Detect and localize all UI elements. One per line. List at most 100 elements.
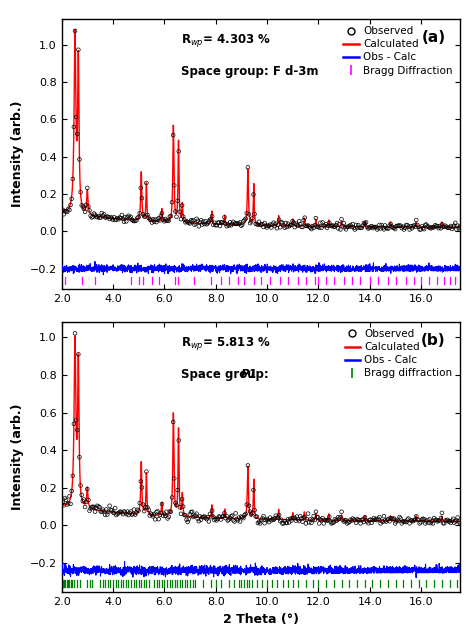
Point: [429, 222, 437, 232]
Point: [101, 212, 109, 222]
Point: [152, 514, 159, 524]
Point: [188, 216, 196, 226]
Point: [356, 222, 363, 232]
Point: [171, 473, 178, 483]
Point: [225, 220, 233, 231]
Point: [270, 515, 277, 525]
Point: [162, 214, 169, 224]
Point: [447, 221, 455, 231]
Point: [248, 508, 256, 518]
Point: [107, 212, 115, 222]
Point: [195, 221, 202, 231]
Point: [439, 222, 447, 232]
Point: [137, 183, 145, 193]
Point: [134, 213, 141, 223]
Point: [212, 513, 219, 524]
Point: [263, 514, 271, 524]
Point: [359, 514, 366, 524]
Point: [197, 215, 205, 226]
Point: [86, 205, 93, 215]
Point: [365, 222, 373, 232]
Point: [437, 223, 445, 233]
Point: [406, 224, 413, 234]
Point: [91, 210, 99, 220]
Point: [101, 510, 109, 520]
Point: [165, 215, 173, 226]
Point: [381, 515, 389, 525]
Point: [297, 511, 304, 521]
Point: [182, 217, 189, 227]
Point: [292, 219, 300, 229]
Point: [358, 223, 365, 233]
Point: [275, 215, 283, 225]
Point: [143, 178, 150, 188]
Point: [139, 209, 147, 219]
Point: [129, 215, 137, 226]
Point: [314, 222, 322, 232]
Point: [222, 513, 229, 523]
Point: [323, 223, 331, 233]
Point: [114, 213, 121, 223]
Point: [74, 349, 82, 359]
Point: [98, 507, 106, 517]
Point: [374, 515, 381, 525]
Point: [272, 511, 280, 521]
Point: [336, 219, 343, 229]
Point: [279, 518, 286, 529]
Point: [412, 511, 420, 521]
Point: [374, 223, 382, 233]
Point: [307, 515, 314, 525]
Point: [245, 501, 253, 511]
Point: [231, 517, 238, 527]
Point: [149, 214, 157, 224]
Point: [168, 493, 176, 503]
Point: [338, 214, 346, 224]
Point: [286, 513, 294, 524]
Point: [342, 515, 350, 525]
Text: (a): (a): [422, 30, 446, 45]
Point: [340, 517, 347, 527]
Point: [433, 515, 440, 525]
Point: [185, 514, 192, 524]
Point: [135, 212, 142, 222]
Point: [64, 207, 71, 217]
Point: [131, 216, 139, 226]
Point: [427, 518, 435, 528]
Point: [392, 517, 400, 527]
Point: [259, 219, 266, 229]
Point: [440, 518, 448, 529]
Point: [427, 223, 435, 233]
Point: [137, 476, 145, 486]
Point: [244, 461, 252, 471]
Point: [210, 218, 218, 228]
Point: [309, 515, 316, 525]
Text: (b): (b): [421, 333, 446, 348]
Point: [177, 214, 185, 224]
Point: [324, 220, 332, 231]
Point: [436, 515, 444, 525]
Point: [200, 512, 207, 522]
Point: [263, 222, 271, 232]
Point: [289, 513, 296, 523]
Point: [152, 214, 159, 224]
Point: [429, 518, 437, 529]
Point: [185, 217, 192, 227]
Point: [446, 516, 454, 526]
Point: [156, 215, 164, 226]
Point: [171, 180, 178, 190]
Point: [98, 208, 106, 218]
Point: [367, 222, 374, 232]
Point: [380, 224, 388, 234]
Point: [302, 220, 310, 231]
Point: [176, 502, 183, 512]
Point: [159, 215, 167, 225]
X-axis label: 2 Theta (°): 2 Theta (°): [223, 612, 299, 626]
Point: [417, 224, 425, 234]
Point: [103, 510, 111, 520]
Point: [405, 222, 412, 232]
Point: [346, 515, 354, 525]
Point: [247, 216, 255, 226]
Point: [209, 505, 216, 515]
Point: [274, 220, 282, 230]
Point: [253, 219, 261, 229]
